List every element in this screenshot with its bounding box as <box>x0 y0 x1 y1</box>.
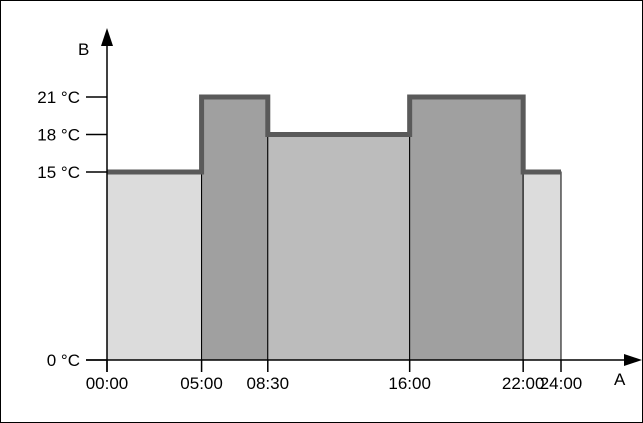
x-tick-label-0: 00:00 <box>86 374 129 393</box>
x-tick-label-4: 22:00 <box>502 374 545 393</box>
x-axis-title: A <box>614 370 626 389</box>
y-axis-arrow <box>101 28 113 46</box>
profile-layer <box>107 94 561 175</box>
segment-1 <box>201 96 269 361</box>
segment-4 <box>522 171 562 361</box>
x-tick-label-2: 08:30 <box>247 374 290 393</box>
x-tick-label-3: 16:00 <box>388 374 431 393</box>
temperature-profile-line <box>107 94 561 175</box>
x-axis-arrow <box>624 354 642 366</box>
y-tick-label-3: 21 °C <box>37 88 80 107</box>
segment-2 <box>267 134 411 361</box>
ticks-layer: 0 °C 15 °C 18 °C 21 °C 00:00 05:00 08:30 16:00 2… <box>37 88 582 393</box>
segments-layer <box>106 96 562 361</box>
segment-3 <box>409 96 524 361</box>
y-tick-label-0: 0 °C <box>47 351 80 370</box>
axes-layer: B A <box>78 28 642 389</box>
x-tick-label-1: 05:00 <box>180 374 223 393</box>
x-tick-label-5: 24:00 <box>540 374 583 393</box>
segment-0 <box>106 171 203 361</box>
y-tick-label-1: 15 °C <box>37 163 80 182</box>
y-axis-title: B <box>78 40 89 59</box>
y-tick-label-2: 18 °C <box>37 126 80 145</box>
